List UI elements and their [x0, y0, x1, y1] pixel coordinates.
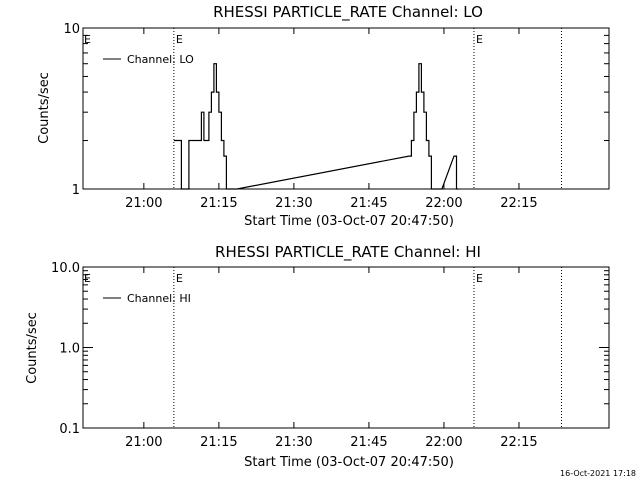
lo-marker-label: E — [476, 33, 483, 46]
lo-y-tick-label: 10 — [63, 22, 80, 37]
lo-marker-label: E — [176, 33, 183, 46]
lo-chart-title: RHESSI PARTICLE_RATE Channel: LO — [213, 3, 483, 22]
hi-x-tick-label: 21:30 — [275, 435, 312, 450]
hi-marker-label-start: E — [84, 272, 91, 285]
lo-y-ticks: 1 10 — [63, 22, 609, 198]
lo-x-tick-label: 21:30 — [275, 196, 312, 211]
lo-x-ticks: 21:00 21:15 21:30 21:45 22:00 22:15 — [125, 28, 538, 211]
hi-y-ticks: 0.1 1.0 10.0 — [51, 261, 609, 437]
lo-y-axis-label: Counts/sec — [37, 72, 52, 144]
lo-x-tick-label: 22:15 — [500, 196, 537, 211]
hi-legend-label: Channel: HI — [127, 292, 191, 305]
hi-x-axis-label: Start Time (03-Oct-07 20:47:50) — [244, 455, 454, 470]
lo-x-tick-label: 22:00 — [425, 196, 462, 211]
lo-series-line-0 — [173, 63, 459, 190]
lo-channel-panel: RHESSI PARTICLE_RATE Channel: LO Start T… — [37, 3, 610, 229]
hi-y-tick-label: 10.0 — [51, 261, 80, 276]
hi-x-tick-label: 21:45 — [350, 435, 387, 450]
hi-x-ticks: 21:00 21:15 21:30 21:45 22:00 22:15 — [125, 267, 538, 450]
hi-x-tick-label: 21:00 — [125, 435, 162, 450]
lo-legend-label: Channel: LO — [127, 53, 194, 66]
hi-x-tick-label: 21:15 — [200, 435, 237, 450]
hi-y-tick-label: 0.1 — [59, 422, 80, 437]
hi-chart-title: RHESSI PARTICLE_RATE Channel: HI — [215, 243, 481, 262]
hi-y-tick-label: 1.0 — [59, 342, 80, 357]
lo-marker-label-start: E — [84, 33, 91, 46]
lo-x-tick-label: 21:45 — [350, 196, 387, 211]
footer-timestamp: 16-Oct-2021 17:18 — [560, 469, 636, 478]
lo-series — [173, 63, 459, 190]
lo-event-markers: E EE — [82, 28, 562, 189]
hi-y-axis-label: Counts/sec — [25, 312, 40, 384]
hi-x-tick-label: 22:15 — [500, 435, 537, 450]
hi-x-tick-label: 22:00 — [425, 435, 462, 450]
hi-marker-label: E — [176, 272, 183, 285]
hi-event-markers: E EE — [82, 267, 562, 428]
lo-plot-frame — [82, 27, 610, 190]
hi-channel-panel: RHESSI PARTICLE_RATE Channel: HI Start T… — [25, 243, 610, 470]
hi-marker-label: E — [476, 272, 483, 285]
lo-y-tick-label: 1 — [72, 183, 80, 198]
lo-x-tick-label: 21:00 — [125, 196, 162, 211]
lo-x-axis-label: Start Time (03-Oct-07 20:47:50) — [244, 214, 454, 229]
lo-x-tick-label: 21:15 — [200, 196, 237, 211]
